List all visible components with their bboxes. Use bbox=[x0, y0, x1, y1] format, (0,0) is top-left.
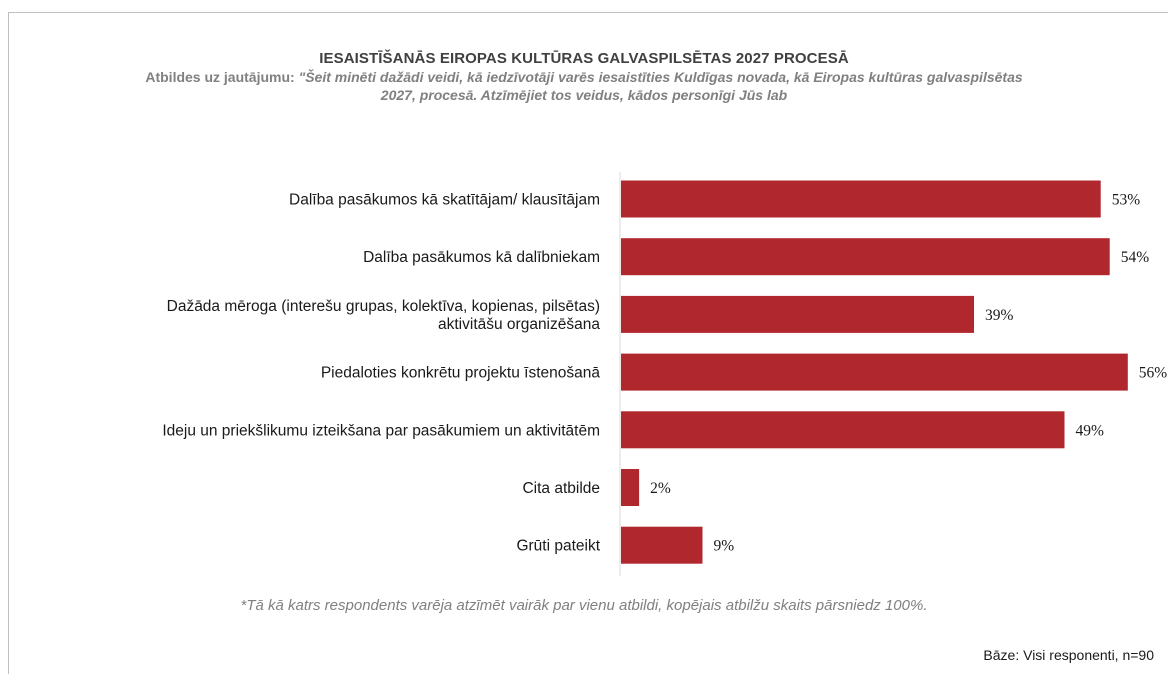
category-label: Dažāda mēroga (interešu grupas, kolektīv… bbox=[167, 298, 600, 315]
category-label: Cita atbilde bbox=[522, 480, 600, 497]
value-label: 49% bbox=[1076, 422, 1105, 439]
chart-subtitle: Atbildes uz jautājumu: "Šeit minēti dažā… bbox=[134, 68, 1034, 104]
base-note: Bāze: Visi responenti, n=90 bbox=[983, 647, 1154, 663]
subtitle-question: "Šeit minēti dažādi veidi, kā iedzīvotāj… bbox=[298, 69, 1023, 103]
value-label: 54% bbox=[1121, 249, 1150, 266]
bar bbox=[621, 238, 1110, 276]
bar bbox=[621, 469, 640, 506]
category-label: Ideju un priekšlikumu izteikšana par pas… bbox=[162, 422, 600, 439]
bar bbox=[621, 295, 974, 333]
footnote: *Tā kā katrs respondents varēja atzīmēt … bbox=[240, 597, 928, 614]
category-label: Grūti pateikt bbox=[516, 538, 600, 555]
chart-frame bbox=[8, 12, 1168, 674]
category-label: Dalība pasākumos kā dalībniekam bbox=[363, 249, 600, 266]
category-label: aktivitāšu organizēšana bbox=[438, 316, 600, 333]
category-label: Piedaloties konkrētu projektu īstenošanā bbox=[321, 365, 601, 382]
bar bbox=[621, 526, 703, 564]
value-label: 56% bbox=[1139, 365, 1168, 382]
bar bbox=[621, 180, 1101, 218]
category-label: Dalība pasākumos kā skatītājam/ klausītā… bbox=[289, 192, 600, 209]
bar bbox=[621, 353, 1128, 391]
value-label: 9% bbox=[714, 538, 735, 555]
bar bbox=[621, 411, 1065, 449]
value-label: 39% bbox=[985, 307, 1014, 324]
value-label: 2% bbox=[650, 480, 671, 497]
value-label: 53% bbox=[1112, 192, 1141, 209]
subtitle-prefix: Atbildes uz jautājumu: bbox=[145, 69, 299, 85]
chart-title: IESAISTĪŠANĀS EIROPAS KULTŪRAS GALVASPIL… bbox=[319, 50, 849, 67]
